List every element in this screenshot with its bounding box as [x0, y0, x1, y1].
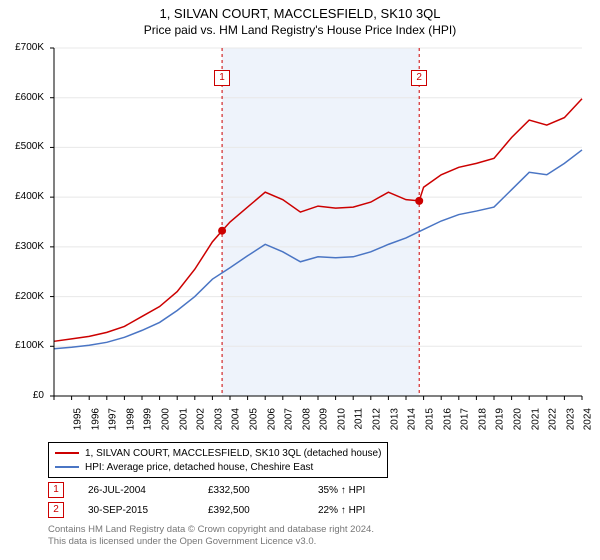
x-axis-label: 2008 — [301, 408, 312, 430]
annotation-pct: 22% ↑ HPI — [318, 505, 418, 516]
x-axis-label: 2018 — [477, 408, 488, 430]
x-axis-label: 2022 — [547, 408, 558, 430]
x-axis-label: 2023 — [565, 408, 576, 430]
x-axis-label: 1999 — [143, 408, 154, 430]
x-axis-label: 2006 — [266, 408, 277, 430]
x-axis-label: 1998 — [125, 408, 136, 430]
legend-swatch — [55, 452, 79, 454]
footer-line2: This data is licensed under the Open Gov… — [48, 536, 374, 548]
x-axis-label: 2007 — [283, 408, 294, 430]
legend-swatch — [55, 466, 79, 468]
y-axis-label: £0 — [2, 390, 44, 401]
annotation-row: 1 26-JUL-2004 £332,500 35% ↑ HPI — [48, 480, 418, 500]
y-axis-label: £700K — [2, 42, 44, 53]
annotation-row: 2 30-SEP-2015 £392,500 22% ↑ HPI — [48, 500, 418, 520]
x-axis-label: 2015 — [424, 408, 435, 430]
annotation-marker: 2 — [48, 502, 64, 518]
x-axis-label: 2014 — [407, 408, 418, 430]
footer: Contains HM Land Registry data © Crown c… — [48, 524, 374, 548]
annotation-date: 30-SEP-2015 — [88, 505, 208, 516]
chart-title-line2: Price paid vs. HM Land Registry's House … — [0, 21, 600, 37]
chart-container: 1, SILVAN COURT, MACCLESFIELD, SK10 3QL … — [0, 0, 600, 560]
x-axis-label: 2009 — [319, 408, 330, 430]
x-axis-label: 2010 — [336, 408, 347, 430]
x-axis-label: 2003 — [213, 408, 224, 430]
legend-label: 1, SILVAN COURT, MACCLESFIELD, SK10 3QL … — [85, 448, 381, 459]
annotations-table: 1 26-JUL-2004 £332,500 35% ↑ HPI 2 30-SE… — [48, 480, 418, 520]
event-marker-box: 2 — [411, 70, 427, 86]
legend-item: HPI: Average price, detached house, Ches… — [55, 460, 381, 474]
chart-svg — [48, 42, 588, 402]
annotation-date: 26-JUL-2004 — [88, 485, 208, 496]
x-axis-label: 1995 — [72, 408, 83, 430]
legend-label: HPI: Average price, detached house, Ches… — [85, 462, 313, 473]
x-axis-label: 2000 — [160, 408, 171, 430]
x-axis-label: 2001 — [178, 408, 189, 430]
chart-plot-area: 12 — [48, 42, 588, 402]
legend: 1, SILVAN COURT, MACCLESFIELD, SK10 3QL … — [48, 442, 388, 478]
y-axis-label: £500K — [2, 141, 44, 152]
legend-item: 1, SILVAN COURT, MACCLESFIELD, SK10 3QL … — [55, 446, 381, 460]
y-axis-label: £200K — [2, 291, 44, 302]
x-axis-label: 2024 — [583, 408, 594, 430]
x-axis-label: 2016 — [442, 408, 453, 430]
annotation-price: £332,500 — [208, 485, 318, 496]
y-axis-label: £600K — [2, 92, 44, 103]
x-axis-label: 2021 — [530, 408, 541, 430]
footer-line1: Contains HM Land Registry data © Crown c… — [48, 524, 374, 536]
chart-title-line1: 1, SILVAN COURT, MACCLESFIELD, SK10 3QL — [0, 0, 600, 21]
annotation-marker: 1 — [48, 482, 64, 498]
x-axis-label: 2012 — [371, 408, 382, 430]
x-axis-label: 2019 — [495, 408, 506, 430]
x-axis-label: 1996 — [90, 408, 101, 430]
x-axis-label: 1997 — [107, 408, 118, 430]
x-axis-label: 2020 — [512, 408, 523, 430]
x-axis-label: 2004 — [231, 408, 242, 430]
y-axis-label: £100K — [2, 340, 44, 351]
event-marker-box: 1 — [214, 70, 230, 86]
annotation-pct: 35% ↑ HPI — [318, 485, 418, 496]
x-axis-label: 2011 — [353, 408, 364, 430]
x-axis-label: 2005 — [248, 408, 259, 430]
annotation-price: £392,500 — [208, 505, 318, 516]
x-axis-label: 2017 — [459, 408, 470, 430]
y-axis-label: £400K — [2, 191, 44, 202]
x-axis-label: 2002 — [195, 408, 206, 430]
y-axis-label: £300K — [2, 241, 44, 252]
x-axis-label: 2013 — [389, 408, 400, 430]
